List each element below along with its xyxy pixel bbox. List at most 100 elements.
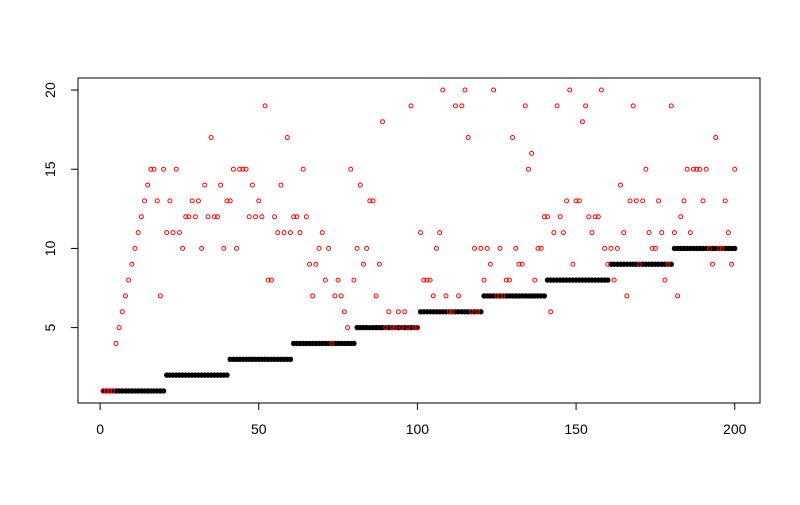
point: [145, 182, 151, 188]
point: [690, 166, 696, 172]
point: [148, 166, 154, 172]
point: [399, 325, 405, 331]
point: [462, 87, 468, 93]
point: [129, 261, 135, 267]
point: [560, 230, 566, 236]
point: [186, 214, 192, 220]
point: [221, 245, 227, 251]
point: [589, 230, 595, 236]
point: [611, 277, 617, 283]
point: [310, 293, 316, 299]
point: [211, 214, 217, 220]
point: [595, 214, 601, 220]
point: [110, 388, 116, 394]
point: [173, 166, 179, 172]
point: [503, 277, 509, 283]
point: [354, 245, 360, 251]
point: [357, 182, 363, 188]
point: [116, 325, 122, 331]
point: [687, 230, 693, 236]
point: [329, 340, 335, 346]
point: [154, 198, 160, 204]
point: [484, 245, 490, 251]
point: [234, 245, 240, 251]
point: [729, 261, 735, 267]
point: [268, 277, 274, 283]
point: [303, 214, 309, 220]
point: [433, 245, 439, 251]
point: [103, 388, 109, 394]
point: [332, 293, 338, 299]
point: [142, 198, 148, 204]
point: [456, 293, 462, 299]
point: [703, 166, 709, 172]
point: [497, 245, 503, 251]
point: [291, 214, 297, 220]
point: [678, 214, 684, 220]
point: [487, 261, 493, 267]
point: [405, 325, 411, 331]
point: [573, 198, 579, 204]
y-tick-label: 10: [42, 240, 58, 256]
point: [151, 166, 157, 172]
point: [538, 245, 544, 251]
point: [395, 309, 401, 315]
point: [408, 103, 414, 109]
point: [348, 166, 354, 172]
point: [243, 166, 249, 172]
point: [465, 135, 471, 141]
x-tick-label: 50: [251, 421, 267, 437]
point: [643, 166, 649, 172]
point: [126, 277, 132, 283]
point: [446, 309, 452, 315]
point: [411, 325, 417, 331]
point: [554, 103, 560, 109]
point: [519, 261, 525, 267]
point: [548, 309, 554, 315]
point: [281, 230, 287, 236]
point: [491, 87, 497, 93]
point: [370, 198, 376, 204]
point: [427, 277, 433, 283]
point: [722, 198, 728, 204]
point: [510, 135, 516, 141]
point: [199, 245, 205, 251]
point: [313, 261, 319, 267]
point: [376, 261, 382, 267]
point: [132, 245, 138, 251]
point: [107, 388, 113, 394]
point: [732, 245, 738, 252]
point: [668, 103, 674, 109]
point: [706, 245, 712, 251]
point: [322, 277, 328, 283]
point: [719, 245, 725, 251]
point: [319, 230, 325, 236]
point: [214, 214, 220, 220]
point: [440, 87, 446, 93]
point: [160, 388, 167, 394]
point: [443, 293, 449, 299]
y-tick-label: 20: [42, 82, 58, 98]
point: [576, 198, 582, 204]
point: [579, 119, 585, 125]
point: [675, 293, 681, 299]
point: [246, 214, 252, 220]
point: [624, 293, 630, 299]
point: [700, 198, 706, 204]
point: [437, 230, 443, 236]
point: [373, 293, 379, 299]
point: [208, 135, 214, 141]
point: [364, 245, 370, 251]
point: [468, 309, 474, 315]
point: [618, 182, 624, 188]
point: [386, 309, 392, 315]
point: [392, 325, 398, 331]
point: [284, 135, 290, 141]
point: [195, 198, 201, 204]
point: [256, 198, 262, 204]
point: [135, 230, 141, 236]
point: [713, 135, 719, 141]
point: [237, 166, 243, 172]
point: [570, 261, 576, 267]
